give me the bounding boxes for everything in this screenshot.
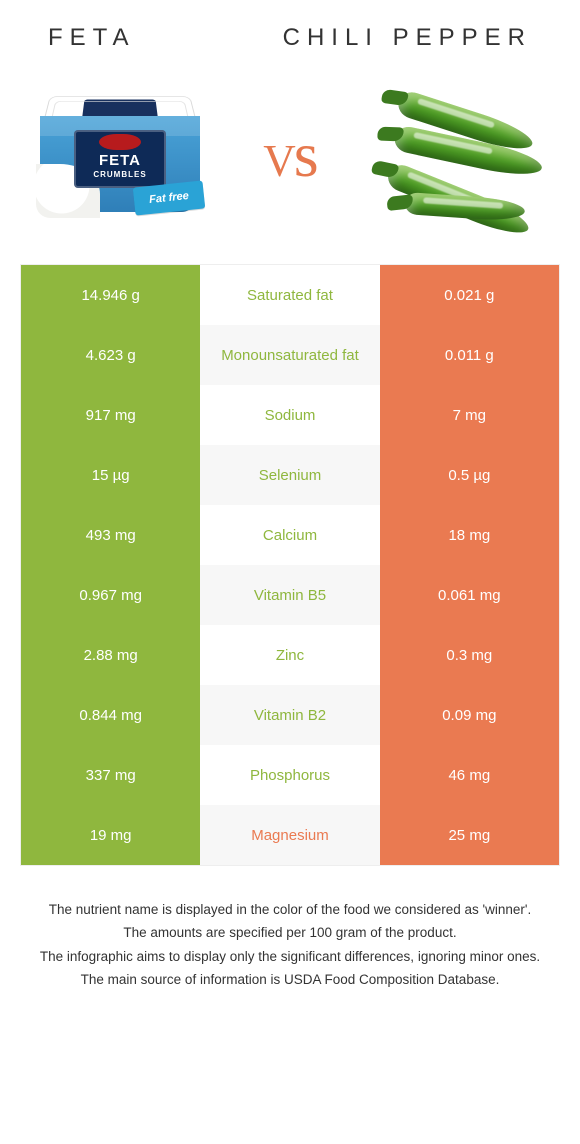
table-row: 337 mgPhosphorus46 mg [21,745,559,805]
nutrient-right-value: 46 mg [380,745,559,805]
feta-body: FETA CRUMBLES Fat free [40,116,200,212]
nutrient-label: Zinc [200,625,379,685]
table-row: 0.844 mgVitamin B20.09 mg [21,685,559,745]
nutrient-left-value: 15 µg [21,445,200,505]
nutrient-right-value: 0.09 mg [380,685,559,745]
nutrient-left-value: 14.946 g [21,265,200,325]
feta-label-sub: CRUMBLES [74,170,166,179]
nutrient-right-value: 7 mg [380,385,559,445]
table-row: 917 mgSodium7 mg [21,385,559,445]
nutrient-label: Saturated fat [200,265,379,325]
nutrient-left-value: 0.967 mg [21,565,200,625]
table-row: 14.946 gSaturated fat0.021 g [21,265,559,325]
nutrient-table: 14.946 gSaturated fat0.021 g4.623 gMonou… [20,264,560,866]
nutrient-left-value: 337 mg [21,745,200,805]
nutrient-left-value: 0.844 mg [21,685,200,745]
feta-brand-oval [99,134,141,150]
chili-pepper-icon [404,192,525,222]
nutrient-right-value: 0.061 mg [380,565,559,625]
footnote-line: The infographic aims to display only the… [28,947,552,967]
feta-illustration: FETA CRUMBLES Fat free [40,90,200,220]
footnote-line: The main source of information is USDA F… [28,970,552,990]
title-left: Feta [48,24,136,52]
right-food-image [370,75,550,235]
footnotes: The nutrient name is displayed in the co… [28,900,552,990]
nutrient-label: Sodium [200,385,379,445]
nutrient-label: Vitamin B2 [200,685,379,745]
feta-front-label: FETA CRUMBLES [74,130,166,188]
footnote-line: The amounts are specified per 100 gram o… [28,923,552,943]
nutrient-label: Magnesium [200,805,379,865]
nutrient-right-value: 0.3 mg [380,625,559,685]
table-row: 19 mgMagnesium25 mg [21,805,559,865]
nutrient-left-value: 4.623 g [21,325,200,385]
nutrient-label: Calcium [200,505,379,565]
vs-s: s [294,119,317,190]
nutrient-right-value: 18 mg [380,505,559,565]
nutrient-label: Selenium [200,445,379,505]
nutrient-left-value: 493 mg [21,505,200,565]
nutrient-left-value: 2.88 mg [21,625,200,685]
nutrient-left-value: 917 mg [21,385,200,445]
chili-illustration [375,80,545,230]
vs-v: v [263,119,294,190]
table-row: 15 µgSelenium0.5 µg [21,445,559,505]
nutrient-label: Vitamin B5 [200,565,379,625]
title-right: Chili pepper [283,24,532,52]
table-row: 4.623 gMonounsaturated fat0.011 g [21,325,559,385]
footnote-line: The nutrient name is displayed in the co… [28,900,552,920]
nutrient-right-value: 25 mg [380,805,559,865]
nutrient-right-value: 0.5 µg [380,445,559,505]
feta-fatfree-tag: Fat free [133,180,206,215]
left-food-image: FETA CRUMBLES Fat free [30,75,210,235]
table-row: 493 mgCalcium18 mg [21,505,559,565]
feta-fatfree-text: Fat free [133,180,206,215]
table-row: 0.967 mgVitamin B50.061 mg [21,565,559,625]
nutrient-right-value: 0.011 g [380,325,559,385]
nutrient-label: Monounsaturated fat [200,325,379,385]
hero-row: FETA CRUMBLES Fat free vs [0,60,580,260]
nutrient-right-value: 0.021 g [380,265,559,325]
nutrient-label: Phosphorus [200,745,379,805]
vs-text: vs [263,118,316,192]
feta-label-text: FETA [74,152,166,169]
nutrient-left-value: 19 mg [21,805,200,865]
title-row: Feta Chili pepper [0,0,580,60]
table-row: 2.88 mgZinc0.3 mg [21,625,559,685]
